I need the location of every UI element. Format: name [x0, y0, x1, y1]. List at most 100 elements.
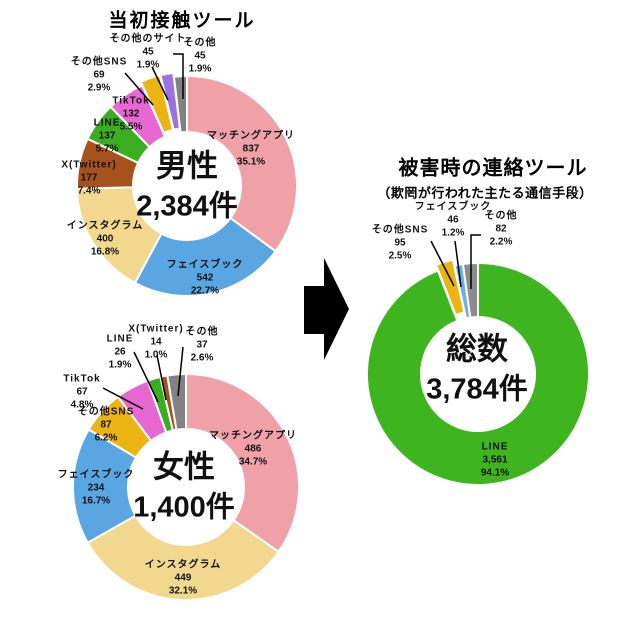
initial-contact-male-label-other-sites: その他のサイト 45 1.9% [110, 33, 187, 72]
initial-contact-female-label-other: その他 37 2.6% [186, 326, 219, 365]
slice-value: 45 [194, 50, 206, 62]
initial-contact-male-slice-facebook [133, 216, 277, 297]
slice-value: 14 [150, 336, 162, 348]
slice-value: 177 [80, 172, 98, 184]
initial-contact-female-label-instagram: インスタグラム 449 32.1% [145, 559, 222, 598]
initial-contact-female-label-matching-apps: マッチングアプリ 486 34.7% [209, 430, 297, 469]
contact-tool-at-damage-total-slice-other [461, 261, 479, 319]
initial-contact-female-label-tiktok: TikTok 67 4.8% [63, 373, 100, 412]
slice-label-text: X(Twitter) [61, 159, 117, 171]
right-chart-subtitle: （欺罔が行われた主たる通信手段） [377, 185, 593, 201]
total-donut-center-label: 総数 3,784件 [426, 331, 528, 406]
right-chart-title: 被害時の連絡ツール [398, 157, 588, 180]
initial-contact-male-slice-matching-apps [186, 74, 298, 253]
initial-contact-female-label-x-twitter: X(Twitter) 14 1.0% [128, 323, 183, 362]
slice-label-text: フェイスブック [166, 259, 244, 271]
slice-value: 3,561 [482, 454, 508, 466]
slice-label-text: その他SNS [371, 224, 429, 236]
slice-label-text: その他のサイト [109, 33, 187, 45]
slice-value: 132 [122, 108, 140, 120]
initial-contact-male-leader-other-sns [124, 72, 154, 106]
slice-label-text: フェイスブック [57, 469, 135, 481]
slice-label-text: インスタグラム [144, 559, 222, 571]
contact-tool-at-damage-total-label-facebook: フェイスブック 46 1.2% [415, 201, 492, 240]
slice-value: 82 [495, 223, 507, 235]
slice-label-text: その他SNS [77, 406, 135, 418]
slice-label-text: LINE [106, 333, 134, 345]
female-center-title: 女性 [152, 449, 215, 485]
slice-label-text: その他SNS [70, 56, 128, 68]
slice-label-text: その他 [183, 37, 217, 49]
slice-pct: 16.7% [81, 495, 111, 507]
slice-value: 400 [96, 233, 114, 245]
flow-arrow-icon [304, 258, 349, 360]
slice-pct: 1.9% [188, 63, 212, 75]
slice-pct: 1.9% [136, 59, 160, 71]
contact-tool-at-damage-total-slice-line [366, 261, 590, 486]
initial-contact-female-slice-matching-apps [185, 372, 300, 554]
slice-value: 37 [196, 339, 208, 351]
initial-contact-male-label-instagram: インスタグラム 400 16.8% [67, 220, 144, 259]
slice-pct: 34.7% [238, 456, 268, 468]
slice-pct: 2.6% [190, 352, 214, 364]
initial-contact-male-label-line: LINE 137 5.7% [94, 117, 121, 156]
initial-contact-male-label-tiktok: TikTok 132 5.5% [112, 95, 149, 134]
slice-value: 449 [174, 572, 192, 584]
slice-pct: 22.7% [190, 285, 220, 297]
slice-value: 234 [87, 482, 105, 494]
initial-contact-female-leader-line [133, 351, 159, 403]
male-center-value: 2,384件 [136, 190, 238, 223]
slice-label-text: フェイスブック [414, 201, 492, 213]
contact-tool-at-damage-total-leader-other [470, 234, 481, 289]
initial-contact-male-label-x-twitter: X(Twitter) 177 7.4% [61, 159, 116, 198]
contact-tool-at-damage-total-label-line: LINE 3,561 94.1% [481, 441, 509, 480]
initial-contact-male-label-other-sns: その他SNS 69 2.9% [71, 56, 128, 95]
slice-pct: 16.8% [90, 246, 120, 258]
slice-pct: 5.5% [119, 121, 143, 133]
initial-contact-female-slice-other [166, 372, 187, 431]
initial-contact-male-label-matching-apps: マッチングアプリ 837 35.1% [207, 130, 295, 169]
total-center-title: 総数 [445, 331, 508, 367]
slice-pct: 4.8% [70, 399, 94, 411]
slice-value: 486 [244, 443, 262, 455]
initial-contact-male-label-facebook: フェイスブック 542 22.7% [167, 259, 244, 298]
initial-contact-male-leader-other [173, 53, 184, 99]
slice-label-text: LINE [481, 441, 509, 453]
slice-pct: 2.2% [489, 236, 513, 248]
male-center-title: 男性 [155, 148, 218, 184]
initial-contact-female-label-line: LINE 26 1.9% [107, 333, 134, 372]
slice-pct: 2.5% [388, 250, 412, 262]
slice-value: 837 [242, 143, 260, 155]
initial-contact-male-leader-other-sites [151, 66, 169, 101]
slice-label-text: LINE [93, 117, 121, 129]
slice-pct: 1.2% [441, 227, 465, 239]
contact-tool-at-damage-total-leader-other-sns [430, 240, 455, 287]
slice-value: 69 [93, 69, 105, 81]
slice-value: 542 [196, 272, 214, 284]
initial-contact-female-label-facebook: フェイスブック 234 16.7% [58, 469, 135, 508]
female-donut-center-label: 女性 1,400件 [133, 449, 235, 524]
slice-value: 87 [100, 419, 112, 431]
total-center-value: 3,784件 [426, 373, 528, 406]
slice-pct: 35.1% [236, 156, 266, 168]
slice-pct: 2.9% [87, 82, 111, 94]
slice-value: 137 [98, 130, 116, 142]
initial-contact-female-leader-tiktok [102, 387, 144, 410]
initial-contact-female-leader-x-twitter [156, 354, 167, 401]
slice-pct: 1.9% [108, 359, 132, 371]
slice-value: 45 [142, 46, 154, 58]
slice-pct: 6.2% [94, 432, 118, 444]
slice-pct: 32.1% [168, 585, 198, 597]
slice-pct: 1.0% [144, 349, 168, 361]
contact-tool-at-damage-total-label-other: その他 82 2.2% [485, 210, 518, 249]
left-chart-title: 当初接触ツール [108, 10, 256, 32]
slice-value: 46 [447, 214, 459, 226]
slice-label-text: インスタグラム [66, 220, 144, 232]
initial-contact-female-leader-other [177, 346, 184, 397]
slice-pct: 94.1% [480, 467, 510, 479]
initial-contact-male-label-other: その他 45 1.9% [184, 37, 217, 76]
initial-contact-female-label-other-sns: その他SNS 87 6.2% [78, 406, 135, 445]
male-donut-center-label: 男性 2,384件 [136, 148, 238, 223]
slice-label-text: TikTok [63, 373, 101, 385]
